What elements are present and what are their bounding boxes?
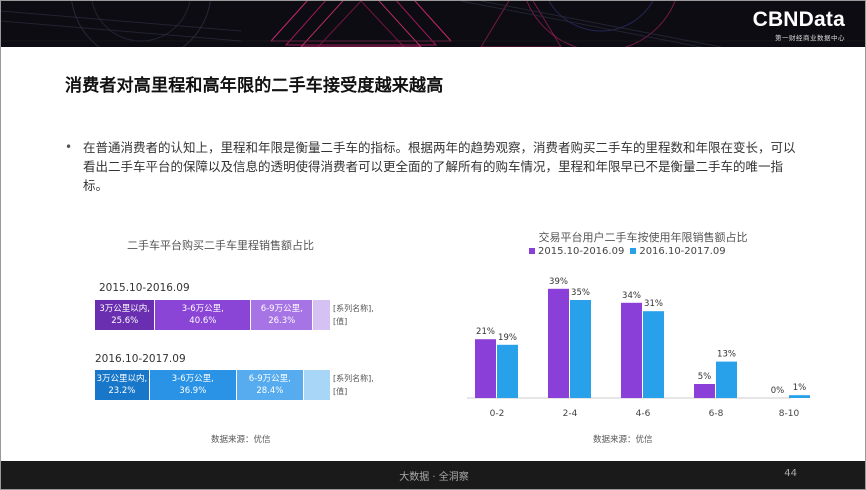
right-chart-title: 交易平台用户二手车按使用年限销售额占比 (538, 231, 748, 244)
bar-data-label: 39% (549, 277, 568, 287)
bar-8-10-series-2 (789, 395, 810, 398)
segment-value: 36.9% (179, 386, 207, 396)
right-chart-source: 数据来源：优信 (593, 435, 653, 445)
placeholder-series-name: [系列名称], (333, 374, 374, 383)
segment-label: 6-9万公里, (248, 374, 291, 384)
segment-label: 6-9万公里, (260, 304, 303, 314)
bar-data-label: 21% (476, 327, 495, 337)
stack-segment: 6-9万公里, 26.3% (251, 300, 314, 330)
segment-value: 23.2% (108, 386, 136, 396)
bar-data-label: 1% (793, 383, 807, 393)
segment-label: 3万公里以内, (96, 374, 148, 384)
page-title: 消费者对高里程和高年限的二手车接受度越来越高 (65, 76, 444, 96)
x-tick-label: 2-4 (563, 409, 578, 419)
legend-label-1: 2015.10-2016.09 (538, 246, 625, 257)
legend-item-1: 2015.10-2016.09 (529, 246, 624, 257)
bar-data-label: 34% (622, 291, 641, 301)
brand-subtitle: 第一财经商业数据中心 (775, 34, 845, 42)
x-tick-label: 6-8 (709, 409, 724, 419)
stack-row: 3万公里以内, 23.2% 3-6万公里, 36.9% 6-9万公里, 28.4% (95, 370, 331, 400)
segment-placeholder-label: [系列名称], [值] (333, 302, 374, 328)
legend-swatch-purple (529, 248, 535, 254)
left-chart-title: 二手车平台购买二手车里程销售额占比 (127, 239, 314, 252)
stack-segment: 3-6万公里, 40.6% (155, 300, 252, 330)
bar-data-label: 0% (771, 386, 785, 396)
bar-data-label: 35% (571, 288, 590, 298)
segment-label: 3-6万公里, (181, 304, 224, 314)
stack-row: 3万公里以内, 25.6% 3-6万公里, 40.6% 6-9万公里, 26.3% (95, 300, 331, 330)
bullet-icon: • (65, 140, 73, 154)
brand-name: CBNData (752, 8, 845, 31)
bar-data-label: 19% (498, 333, 517, 343)
bar-4-6-series-2 (643, 311, 664, 398)
bar-0-2-series-2 (497, 344, 518, 398)
segment-label: 3万公里以内, (99, 304, 151, 314)
bar-2-4-series-2 (570, 300, 591, 398)
bar-6-8-series-1 (694, 384, 715, 398)
segment-placeholder-label: [系列名称], [值] (333, 372, 374, 398)
bar-data-label: 31% (644, 299, 663, 309)
page-number: 44 (784, 468, 797, 479)
left-chart-source: 数据来源：优信 (211, 435, 271, 445)
placeholder-value: [值] (333, 387, 348, 396)
segment-value: 25.6% (111, 316, 139, 326)
bar-0-2-series-1 (475, 339, 496, 398)
stack-segment: 6-9万公里, 28.4% (236, 370, 304, 400)
legend-swatch-blue (630, 248, 637, 254)
footer: 大数据 · 全洞察 44 (1, 461, 865, 489)
bullet-text: 在普通消费者的认知上，里程和年限是衡量二手车的指标。根据两年的趋势观察，消费者购… (83, 140, 796, 193)
stack-segment: 3-6万公里, 36.9% (149, 370, 237, 400)
placeholder-series-name: [系列名称], (333, 304, 374, 313)
bar-2-4-series-1 (548, 288, 569, 398)
footer-slogan: 大数据 · 全洞察 (399, 472, 469, 483)
chart-legend: 2015.10-2016.09 2016.10-2017.09 (529, 246, 726, 257)
x-tick-label: 8-10 (779, 409, 800, 419)
segment-value: 26.3% (268, 316, 296, 326)
segment-value: 28.4% (256, 386, 284, 396)
bullet-paragraph: • 在普通消费者的认知上，里程和年限是衡量二手车的指标。根据两年的趋势观察，消费… (65, 138, 807, 195)
bar-data-label: 5% (698, 372, 712, 382)
banner-decoration (1, 1, 865, 47)
x-tick-label: 0-2 (490, 409, 505, 419)
bar-data-label: 13% (717, 350, 736, 360)
segment-label: 3-6万公里, (171, 374, 214, 384)
stack-row-label: 2016.10-2017.09 (95, 353, 186, 365)
stack-row-label: 2015.10-2016.09 (99, 282, 190, 294)
bar-6-8-series-2 (716, 361, 737, 398)
x-tick-label: 4-6 (636, 409, 651, 419)
legend-item-2: 2016.10-2017.09 (630, 246, 726, 257)
legend-label-2: 2016.10-2017.09 (639, 246, 726, 257)
stack-segment: 3万公里以内, 23.2% (95, 370, 150, 400)
header-banner: CBNData 第一财经商业数据中心 (1, 1, 865, 47)
stack-segment (313, 300, 331, 330)
segment-value: 40.6% (189, 316, 217, 326)
stack-segment (303, 370, 331, 400)
bar-4-6-series-1 (621, 302, 642, 398)
brand-logo: CBNData 第一财经商业数据中心 (752, 8, 845, 43)
placeholder-value: [值] (333, 317, 348, 326)
stack-segment: 3万公里以内, 25.6% (95, 300, 156, 330)
